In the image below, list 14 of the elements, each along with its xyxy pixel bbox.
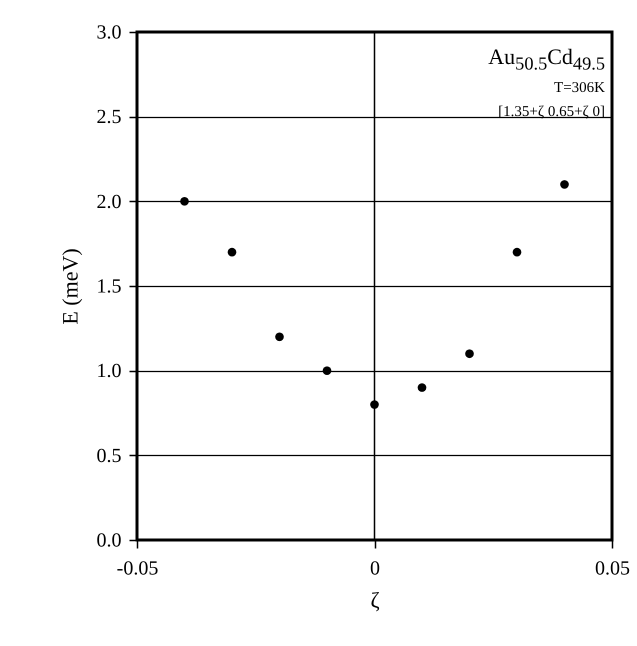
x-axis-title: ζ: [370, 588, 380, 612]
x-tick-label: -0.05: [116, 558, 158, 580]
y-tick-label: 0.5: [96, 444, 122, 467]
y-tick-label: 2.5: [96, 106, 122, 128]
y-tick-label: 2.0: [96, 190, 122, 213]
y-tick-label: 1.0: [96, 360, 122, 382]
annotation: Au$_{50.5}$Cd$_{49.5}$: [488, 44, 605, 76]
x-tick-label: 0: [370, 558, 380, 580]
annotation: T=306K: [553, 79, 605, 98]
y-tick-label: 1.5: [96, 276, 122, 298]
y-tick-label: 0.0: [96, 530, 122, 552]
x-tick-label: 0.05: [595, 558, 630, 580]
y-tick-label: 3.0: [96, 22, 122, 44]
y-axis-title: E (meV): [58, 248, 82, 325]
